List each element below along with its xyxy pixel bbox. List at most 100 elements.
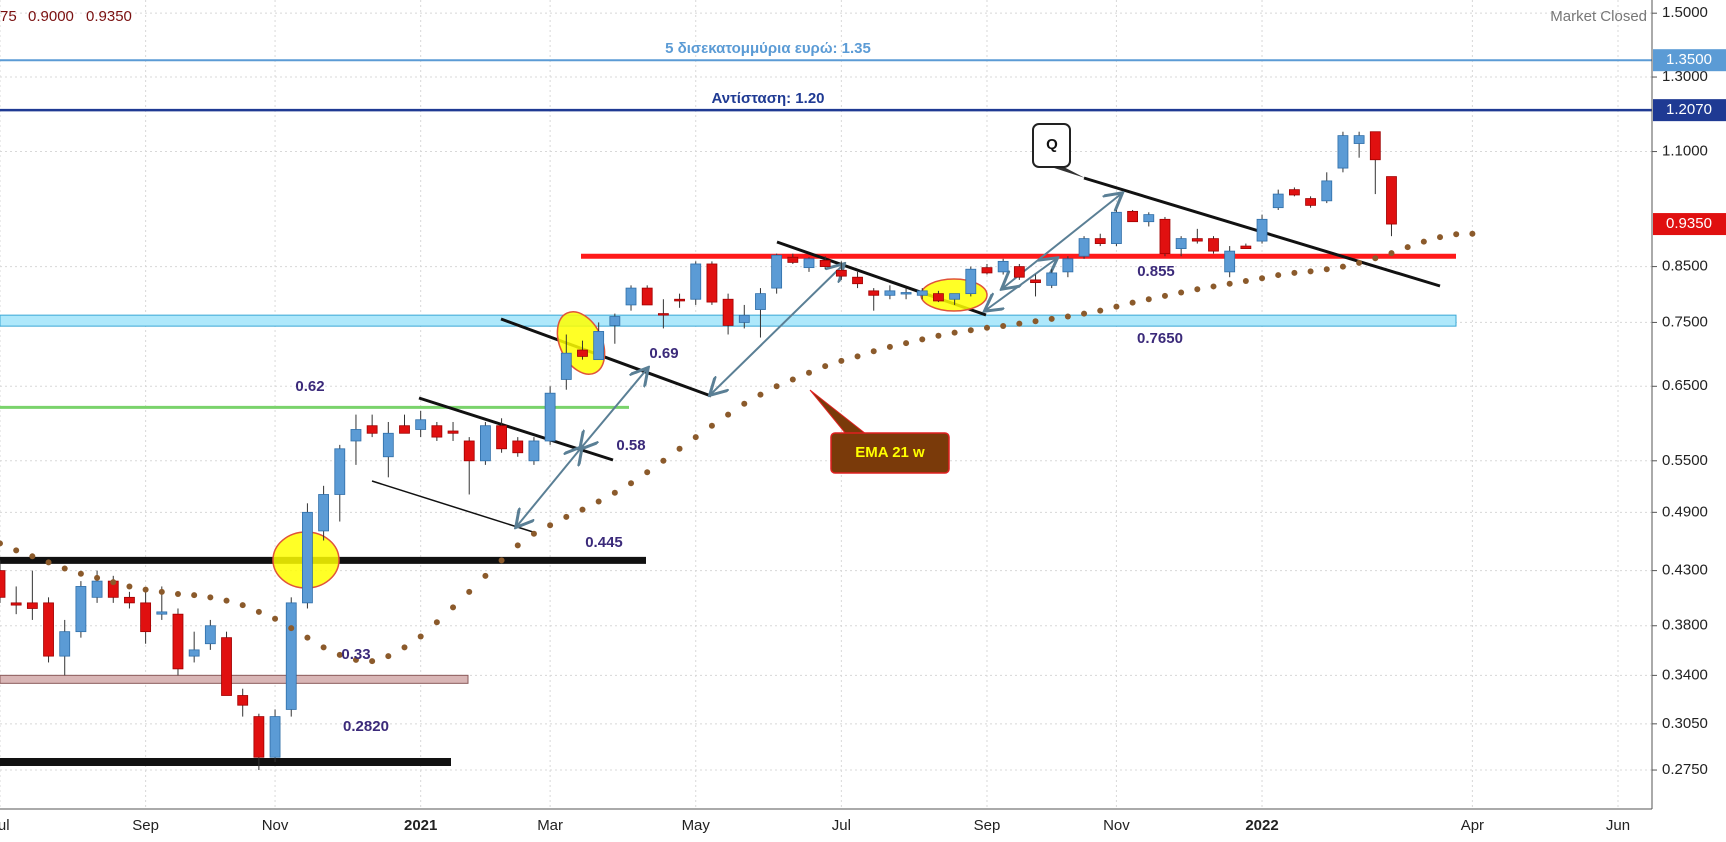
ema-dot (1097, 307, 1104, 314)
ema-dot (29, 553, 36, 560)
ema-dot (725, 411, 732, 418)
ema-dot (1291, 269, 1298, 276)
ema-dot (272, 615, 279, 622)
candle-body (1289, 189, 1300, 196)
candle-body (1305, 198, 1316, 206)
candle-body (75, 586, 87, 633)
x-tick-label: 2021 (404, 817, 437, 834)
candle-body (577, 349, 588, 357)
arrow (581, 369, 647, 448)
candle-body (625, 287, 637, 306)
candle-body (690, 263, 702, 300)
candle-body (124, 596, 135, 604)
ema-dot (870, 348, 877, 355)
y-tick-label: 0.4300 (1662, 562, 1708, 579)
candle-body (415, 419, 427, 430)
candle-body (965, 268, 977, 295)
candle-body (204, 625, 216, 645)
ema-dot (1437, 234, 1444, 241)
candle-body (1062, 258, 1074, 273)
ema-dot (838, 357, 845, 364)
candle-body (43, 602, 54, 657)
y-tick-label: 1.5000 (1662, 4, 1708, 21)
candle-body (641, 287, 653, 306)
x-tick-label: Jul (832, 817, 851, 834)
ema-dot (385, 653, 392, 660)
candle-body (1030, 279, 1041, 284)
arrow (517, 448, 581, 526)
y-tick-label: 0.3800 (1662, 617, 1708, 634)
candle-body (1191, 238, 1203, 242)
annotation: 0.58 (616, 437, 645, 454)
candle-body (496, 425, 507, 450)
ema-dot (126, 583, 133, 590)
candle-body (787, 256, 799, 263)
ema-dot (757, 391, 764, 398)
ema-dot (611, 489, 618, 496)
candle-body (1046, 272, 1058, 286)
candle-body (852, 276, 863, 285)
ema-dot (0, 540, 3, 547)
ema-dot (676, 445, 683, 452)
x-tick-label: 2022 (1245, 817, 1278, 834)
candle-body (156, 611, 168, 615)
ema-dot (61, 565, 68, 572)
ema-dot (1259, 275, 1266, 282)
candle-body (26, 602, 38, 609)
y-tick-label: 1.1000 (1662, 143, 1708, 160)
ema-dot (708, 422, 715, 429)
ema-dot (223, 597, 230, 604)
ema-dot (741, 400, 748, 407)
candle-body (593, 331, 605, 361)
candle-body (285, 602, 297, 710)
ema-dot (1016, 320, 1023, 327)
candle-body (706, 263, 718, 303)
trend-line (371, 480, 534, 533)
level-label: 5 δισεκατομμύρια ευρώ: 1.35 (665, 40, 871, 57)
ema-dot (417, 633, 424, 640)
ema-dot (903, 340, 910, 347)
ema-dot (482, 572, 489, 579)
ema-dot (450, 604, 457, 611)
ema-dot (1388, 250, 1395, 257)
candle-body (884, 290, 896, 296)
candle-body (528, 440, 540, 462)
candle-body (1369, 131, 1381, 161)
candle-body (1159, 218, 1171, 255)
ema-dot (466, 588, 473, 595)
ema-dot (1404, 244, 1411, 251)
x-tick-label: Jul (0, 817, 10, 834)
ema-dot (401, 644, 408, 651)
ema-dot (1145, 296, 1152, 303)
candle-body (544, 392, 556, 442)
candle-body (1127, 210, 1138, 223)
ema-dot (983, 324, 990, 331)
candle-body (933, 293, 944, 302)
candle-body (1013, 266, 1025, 278)
candle-body (868, 290, 880, 296)
arrow (711, 265, 843, 394)
ema-dot (886, 343, 893, 350)
market-status: Market Closed (1550, 8, 1647, 25)
ema-dot (13, 547, 20, 554)
ema-dot (1161, 292, 1168, 299)
ema-dot (191, 592, 198, 599)
ema-dot (692, 434, 699, 441)
candle-body (334, 448, 346, 495)
candle-body (738, 314, 750, 323)
ema-dot (563, 513, 570, 520)
ema-dot (1339, 263, 1346, 270)
marks (0, 131, 1476, 771)
ema-dot (1275, 272, 1282, 279)
level-label: Αντίσταση: 1.20 (711, 90, 824, 107)
ema-dot (158, 588, 165, 595)
ema-dot (239, 602, 246, 609)
candle-body (0, 570, 6, 598)
candle-body (609, 316, 621, 326)
ema-dot (142, 586, 149, 593)
candle-body (140, 602, 152, 633)
ema-dot (207, 594, 214, 601)
header-value: 0.9350 (86, 8, 132, 25)
ema-dot (1226, 280, 1233, 287)
